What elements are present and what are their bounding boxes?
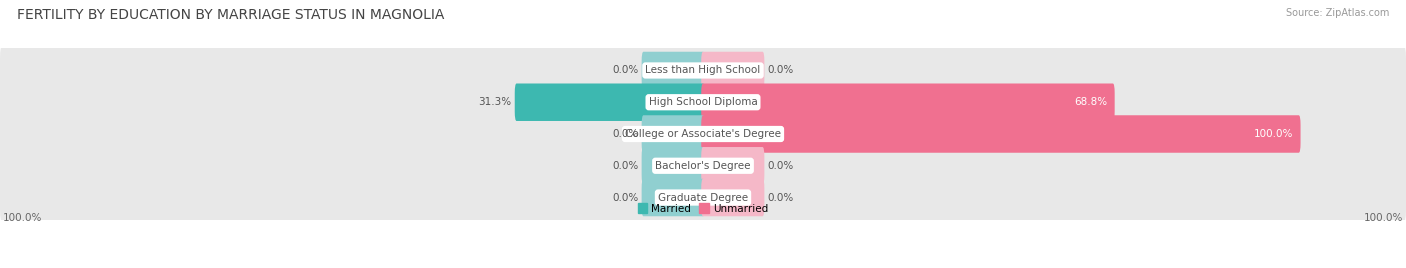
FancyBboxPatch shape [641, 147, 704, 184]
FancyBboxPatch shape [641, 115, 704, 153]
Text: Source: ZipAtlas.com: Source: ZipAtlas.com [1285, 8, 1389, 18]
Text: 68.8%: 68.8% [1074, 97, 1107, 107]
Text: 0.0%: 0.0% [768, 192, 793, 203]
Text: 31.3%: 31.3% [478, 97, 512, 107]
Text: 0.0%: 0.0% [768, 65, 793, 76]
FancyBboxPatch shape [702, 115, 1301, 153]
FancyBboxPatch shape [702, 147, 765, 184]
Text: 100.0%: 100.0% [1364, 213, 1403, 223]
Text: Bachelor's Degree: Bachelor's Degree [655, 161, 751, 171]
FancyBboxPatch shape [0, 107, 1406, 161]
FancyBboxPatch shape [0, 170, 1406, 225]
Text: 0.0%: 0.0% [613, 161, 638, 171]
Text: Graduate Degree: Graduate Degree [658, 192, 748, 203]
Text: 0.0%: 0.0% [613, 192, 638, 203]
Text: FERTILITY BY EDUCATION BY MARRIAGE STATUS IN MAGNOLIA: FERTILITY BY EDUCATION BY MARRIAGE STATU… [17, 8, 444, 22]
Legend: Married, Unmarried: Married, Unmarried [634, 199, 772, 218]
Text: College or Associate's Degree: College or Associate's Degree [626, 129, 780, 139]
FancyBboxPatch shape [702, 52, 765, 89]
FancyBboxPatch shape [641, 52, 704, 89]
Text: 0.0%: 0.0% [613, 129, 638, 139]
FancyBboxPatch shape [702, 179, 765, 216]
FancyBboxPatch shape [641, 179, 704, 216]
Text: Less than High School: Less than High School [645, 65, 761, 76]
FancyBboxPatch shape [0, 139, 1406, 193]
FancyBboxPatch shape [0, 75, 1406, 129]
Text: 0.0%: 0.0% [768, 161, 793, 171]
FancyBboxPatch shape [0, 43, 1406, 98]
FancyBboxPatch shape [515, 84, 704, 121]
Text: 100.0%: 100.0% [3, 213, 42, 223]
Text: High School Diploma: High School Diploma [648, 97, 758, 107]
Text: 0.0%: 0.0% [613, 65, 638, 76]
FancyBboxPatch shape [702, 84, 1115, 121]
Text: 100.0%: 100.0% [1253, 129, 1292, 139]
